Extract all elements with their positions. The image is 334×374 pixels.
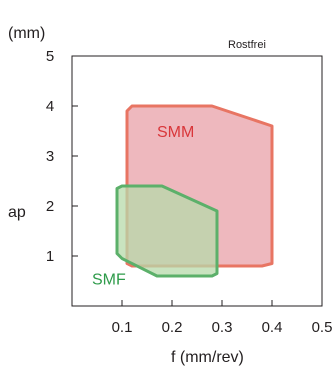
- series-label-smm: SMM: [157, 124, 194, 141]
- series-layer: SMM SMF: [92, 104, 274, 289]
- x-tick-label: 0.5: [312, 319, 333, 336]
- y-axis-title: ap: [8, 204, 26, 221]
- y-ticks: 1 2 3 4 5: [46, 48, 78, 265]
- x-ticks: 0.1 0.2 0.3 0.4 0.5: [112, 300, 333, 336]
- y-tick-label: 4: [46, 98, 54, 115]
- plot-frame: [71, 55, 323, 307]
- unit-label: (mm): [8, 25, 45, 42]
- y-tick-label: 3: [46, 148, 54, 165]
- chart-title: Rostfrei: [228, 39, 266, 51]
- series-label-smf: SMF: [92, 272, 126, 289]
- x-tick-label: 0.1: [112, 319, 133, 336]
- x-tick-label: 0.3: [212, 319, 233, 336]
- x-axis-title: f (mm/rev): [171, 349, 244, 366]
- x-tick-label: 0.4: [262, 319, 283, 336]
- series-region-smf: [115, 184, 219, 278]
- y-tick-label: 1: [46, 248, 54, 265]
- x-tick-label: 0.2: [162, 319, 183, 336]
- y-tick-label: 5: [46, 48, 54, 65]
- y-tick-label: 2: [46, 198, 54, 215]
